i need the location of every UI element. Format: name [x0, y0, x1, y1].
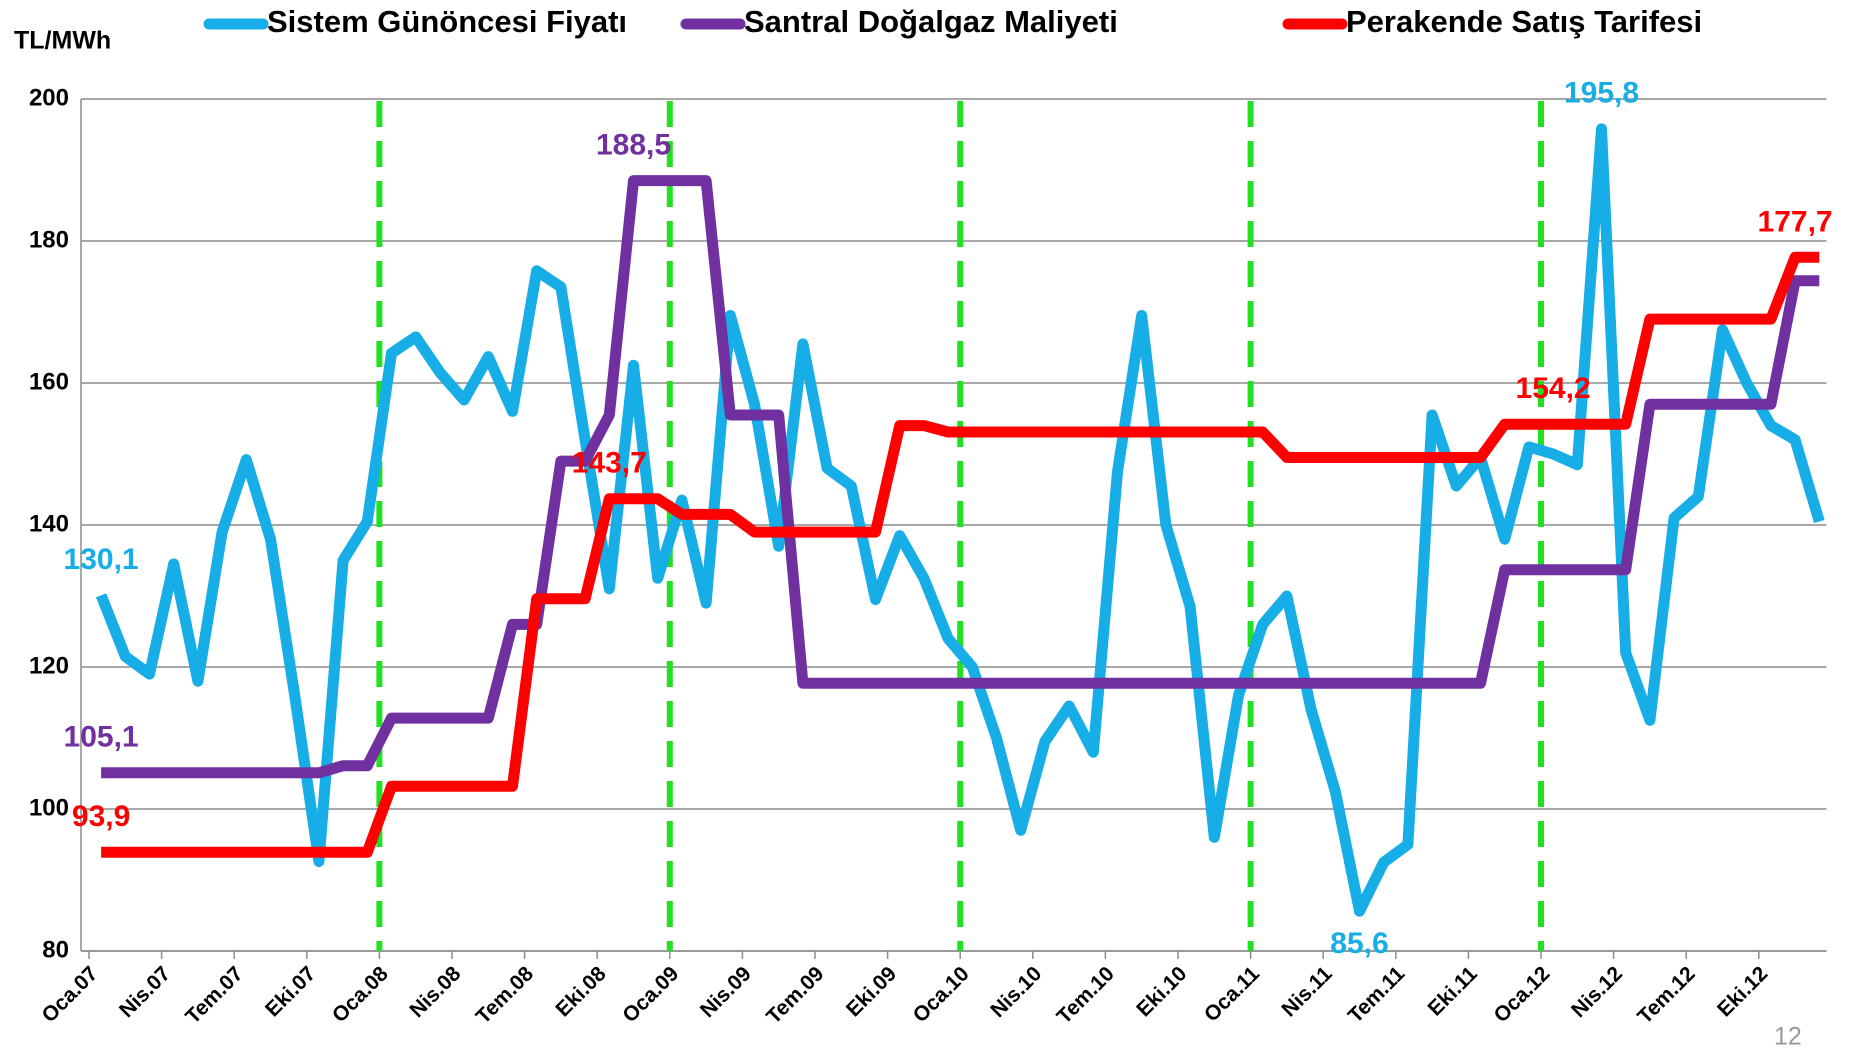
- y-tick-label: 100: [29, 794, 69, 821]
- y-tick-label: 160: [29, 368, 69, 395]
- x-tick-label: Eki.09: [842, 962, 901, 1021]
- y-tick-label: 180: [29, 226, 69, 253]
- y-tick-label: 80: [42, 936, 69, 963]
- data-label: 105,1: [64, 721, 139, 754]
- y-tick-label: 140: [29, 510, 69, 537]
- x-tick-label: Nis.08: [405, 962, 465, 1022]
- data-label: 154,2: [1516, 372, 1591, 405]
- series-line: [101, 251, 1820, 858]
- data-label: 143,7: [572, 447, 647, 480]
- x-tick-label: Oca.12: [1489, 962, 1554, 1027]
- x-tick-label: Eki.11: [1423, 962, 1482, 1021]
- y-tick-label: 120: [29, 652, 69, 679]
- x-tick-label: Tem.12: [1633, 962, 1699, 1028]
- x-tick-label: Tem.11: [1344, 962, 1410, 1028]
- x-tick-label: Nis.10: [986, 962, 1046, 1022]
- x-tick-label: Oca.08: [328, 962, 393, 1027]
- x-tick-label: Tem.07: [181, 962, 247, 1028]
- legend-label: Sistem Günöncesi Fiyatı: [267, 4, 627, 39]
- data-label: 130,1: [64, 543, 139, 576]
- y-tick-label: 200: [29, 84, 69, 111]
- year-separators: [376, 101, 1544, 951]
- y-axis-label: TL/MWh: [14, 27, 111, 55]
- x-tick-label: Nis.12: [1567, 962, 1627, 1022]
- data-label: 177,7: [1758, 205, 1833, 238]
- series-line: [95, 123, 1825, 917]
- x-tick-label: Eki.12: [1713, 962, 1772, 1021]
- x-tick-label: Tem.09: [762, 962, 828, 1028]
- page-number: 12: [1774, 1023, 1802, 1051]
- grid: [80, 98, 1827, 959]
- x-tick-label: Oca.09: [618, 962, 683, 1027]
- x-tick-label: Oca.07: [37, 962, 102, 1027]
- series-line: [101, 175, 1820, 779]
- x-tick-label: Tem.10: [1053, 962, 1119, 1028]
- data-label: 195,8: [1564, 77, 1639, 110]
- x-tick-label: Tem.08: [472, 962, 539, 1029]
- legend-label: Perakende Satış Tarifesi: [1346, 4, 1702, 39]
- legend-label: Santral Doğalgaz Maliyeti: [744, 4, 1118, 39]
- x-tick-label: Oca.10: [909, 962, 974, 1027]
- data-label: 188,5: [596, 129, 671, 162]
- data-label: 85,6: [1330, 927, 1388, 960]
- x-tick-label: Nis.07: [115, 962, 175, 1022]
- x-tick-label: Nis.09: [696, 962, 756, 1022]
- x-tick-label: Nis.11: [1277, 962, 1336, 1021]
- x-tick-label: Eki.10: [1132, 962, 1191, 1021]
- x-tick-label: Eki.08: [551, 962, 610, 1021]
- x-tick-label: Eki.07: [261, 962, 320, 1021]
- data-label: 93,9: [72, 800, 130, 833]
- x-tick-label: Oca.11: [1200, 962, 1264, 1026]
